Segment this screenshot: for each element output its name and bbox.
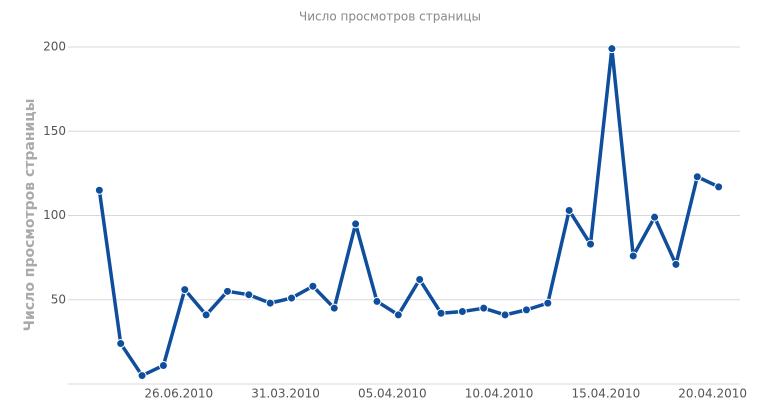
data-point (351, 219, 361, 229)
x-tick-label: 31.03.2010 (251, 387, 320, 401)
data-point (521, 305, 531, 315)
data-point (457, 307, 467, 317)
chart-title: Число просмотров страницы (299, 10, 481, 24)
data-point (607, 44, 617, 54)
y-tick-label: 200 (43, 40, 66, 54)
y-tick-label: 100 (43, 208, 66, 222)
data-point (265, 298, 275, 308)
data-point (116, 339, 126, 349)
x-tick-label: 26.06.2010 (144, 387, 213, 401)
data-point (308, 281, 318, 291)
data-point (564, 205, 574, 215)
data-point (479, 303, 489, 313)
data-point (671, 259, 681, 269)
data-point (714, 182, 724, 192)
x-tick-label: 10.04.2010 (465, 387, 534, 401)
data-point (94, 185, 104, 195)
data-point (329, 303, 339, 313)
data-point (158, 360, 168, 370)
y-axis-label: Число просмотров страницы (22, 99, 38, 332)
data-point (137, 371, 147, 381)
data-point (180, 285, 190, 295)
data-point (500, 310, 510, 320)
data-point (650, 212, 660, 222)
data-point (287, 293, 297, 303)
y-tick-label: 50 (51, 292, 66, 306)
series-line (97, 46, 720, 378)
data-point (222, 286, 232, 296)
x-tick-label: 05.04.2010 (358, 387, 427, 401)
data-point (543, 298, 553, 308)
data-point (692, 172, 702, 182)
x-tick-label: 15.04.2010 (572, 387, 641, 401)
data-point (372, 296, 382, 306)
data-point (586, 239, 596, 249)
data-point (393, 310, 403, 320)
data-point (415, 275, 425, 285)
data-point (244, 290, 254, 300)
data-point (201, 310, 211, 320)
data-point (628, 251, 638, 261)
data-point (436, 308, 446, 318)
y-tick-label: 150 (43, 124, 66, 138)
x-tick-label: 20.04.2010 (678, 387, 747, 401)
